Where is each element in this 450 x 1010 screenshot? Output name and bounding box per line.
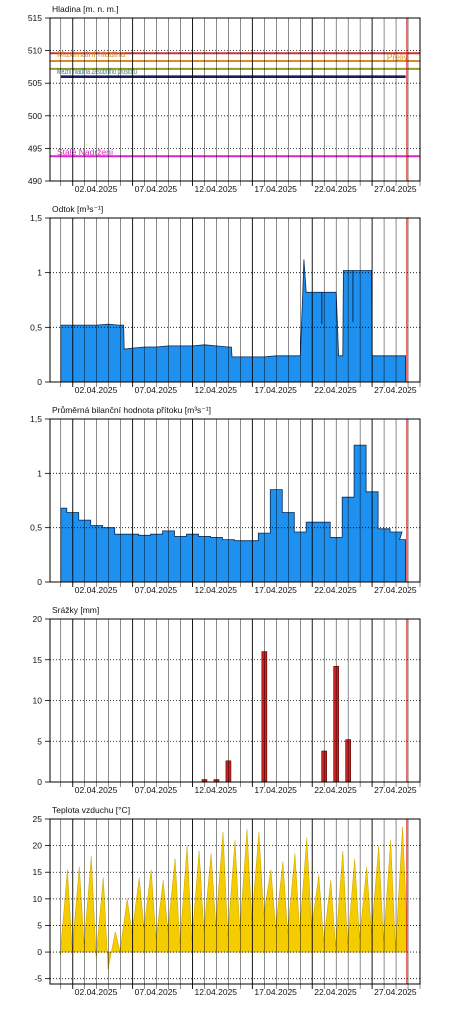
y-tick-label: 1 bbox=[37, 268, 42, 278]
annotation-label: Stálé Nadržení bbox=[57, 147, 114, 157]
x-tick-label: 17.04.2025 bbox=[254, 785, 297, 795]
x-tick-label: 22.04.2025 bbox=[314, 184, 357, 194]
y-tick-label: 510 bbox=[28, 46, 42, 56]
chart-title: Odtok [m³s⁻¹] bbox=[52, 204, 103, 214]
y-tick-label: 1,5 bbox=[30, 213, 42, 223]
y-tick-label: 10 bbox=[33, 894, 43, 904]
grid-layer bbox=[49, 217, 421, 387]
y-tick-label: 15 bbox=[33, 655, 43, 665]
y-tick-label: 0 bbox=[37, 377, 42, 387]
x-tick-label: 12.04.2025 bbox=[194, 987, 237, 997]
y-tick-label: 0 bbox=[37, 777, 42, 787]
x-tick-label: 17.04.2025 bbox=[254, 987, 297, 997]
x-tick-label: 22.04.2025 bbox=[314, 385, 357, 395]
x-tick-label: 02.04.2025 bbox=[75, 585, 118, 595]
y-tick-label: 0,5 bbox=[30, 523, 42, 533]
x-tick-label: 22.04.2025 bbox=[314, 785, 357, 795]
y-tick-label: 505 bbox=[28, 78, 42, 88]
y-tick-label: 10 bbox=[33, 696, 43, 706]
x-tick-label: 27.04.2025 bbox=[374, 785, 417, 795]
grid-layer bbox=[49, 418, 421, 587]
x-tick-label: 07.04.2025 bbox=[135, 184, 178, 194]
flow-area bbox=[60, 259, 407, 382]
x-tick-label: 02.04.2025 bbox=[75, 785, 118, 795]
annotation-label: Přeliv bbox=[387, 52, 409, 62]
x-tick-label: 27.04.2025 bbox=[374, 987, 417, 997]
flow-area bbox=[60, 444, 407, 582]
x-tick-label: 12.04.2025 bbox=[194, 785, 237, 795]
x-tick-label: 02.04.2025 bbox=[75, 385, 118, 395]
x-tick-label: 17.04.2025 bbox=[254, 585, 297, 595]
plot-frame bbox=[49, 217, 421, 383]
x-tick-label: 07.04.2025 bbox=[135, 385, 178, 395]
temperature-area bbox=[59, 826, 407, 970]
x-tick-label: 12.04.2025 bbox=[194, 184, 237, 194]
annotation-label: Mezní hladina zásobního prostoru bbox=[57, 67, 137, 76]
y-tick-label: 20 bbox=[33, 841, 43, 851]
chart-panel-1: Hladina [m. n. m.] 490 495 500 505 510 515 Maxi… bbox=[28, 4, 421, 194]
x-tick-label: 12.04.2025 bbox=[194, 585, 237, 595]
y-tick-label: 490 bbox=[28, 176, 42, 186]
data-layer bbox=[60, 444, 407, 582]
plot-frame bbox=[49, 618, 421, 783]
y-tick-label: 5 bbox=[37, 736, 42, 746]
y-tick-label: 0 bbox=[37, 947, 42, 957]
y-tick-label: 25 bbox=[33, 814, 43, 824]
y-tick-label: -5 bbox=[34, 974, 42, 984]
x-tick-label: 17.04.2025 bbox=[254, 184, 297, 194]
annotation-label: Maximální hladina bbox=[57, 49, 126, 59]
x-tick-label: 22.04.2025 bbox=[314, 585, 357, 595]
grid-layer bbox=[49, 818, 421, 989]
plot-frame bbox=[49, 17, 421, 182]
x-tick-label: 22.04.2025 bbox=[314, 987, 357, 997]
data-layer bbox=[60, 259, 407, 382]
x-tick-label: 02.04.2025 bbox=[75, 184, 118, 194]
chart-panel-2: Odtok [m³s⁻¹] 0 0,5 1 1,5 02.04.2025 07.04.202… bbox=[30, 204, 421, 395]
chart-panel-4: Srážky [mm] 0 5 10 15 20 02.04.2025 07.04.2025 1… bbox=[33, 605, 421, 795]
chart-panel-5: Teplota vzduchu [°C] -5 0 5 10 15 20 25 02.04.20… bbox=[33, 805, 421, 997]
y-tick-label: 495 bbox=[28, 143, 42, 153]
x-tick-label: 07.04.2025 bbox=[135, 585, 178, 595]
x-tick-label: 27.04.2025 bbox=[374, 385, 417, 395]
chart-panel-3: Průměrná bilanční hodnota přítoku [m³s⁻¹… bbox=[30, 405, 421, 595]
y-tick-label: 1,5 bbox=[30, 414, 42, 424]
x-tick-label: 02.04.2025 bbox=[75, 987, 118, 997]
grid-layer bbox=[49, 618, 421, 787]
y-tick-label: 20 bbox=[33, 614, 43, 624]
x-tick-label: 27.04.2025 bbox=[374, 184, 417, 194]
y-tick-label: 0 bbox=[37, 577, 42, 587]
plot-frame bbox=[49, 418, 421, 583]
y-tick-label: 0,5 bbox=[30, 322, 42, 332]
y-tick-label: 5 bbox=[37, 920, 42, 930]
y-tick-label: 15 bbox=[33, 867, 43, 877]
x-tick-label: 27.04.2025 bbox=[374, 585, 417, 595]
x-tick-label: 17.04.2025 bbox=[254, 385, 297, 395]
x-tick-label: 07.04.2025 bbox=[135, 987, 178, 997]
y-tick-label: 1 bbox=[37, 468, 42, 478]
data-layer bbox=[59, 826, 407, 970]
x-tick-label: 07.04.2025 bbox=[135, 785, 178, 795]
chart-title: Hladina [m. n. m.] bbox=[52, 4, 119, 14]
y-tick-label: 500 bbox=[28, 111, 42, 121]
chart-title: Teplota vzduchu [°C] bbox=[52, 805, 130, 815]
chart-title: Srážky [mm] bbox=[52, 605, 99, 615]
y-tick-label: 515 bbox=[28, 13, 42, 23]
grid-layer bbox=[49, 17, 421, 186]
chart-title: Průměrná bilanční hodnota přítoku [m³s⁻¹… bbox=[52, 405, 211, 415]
plot-frame bbox=[49, 818, 421, 985]
x-tick-label: 12.04.2025 bbox=[194, 385, 237, 395]
